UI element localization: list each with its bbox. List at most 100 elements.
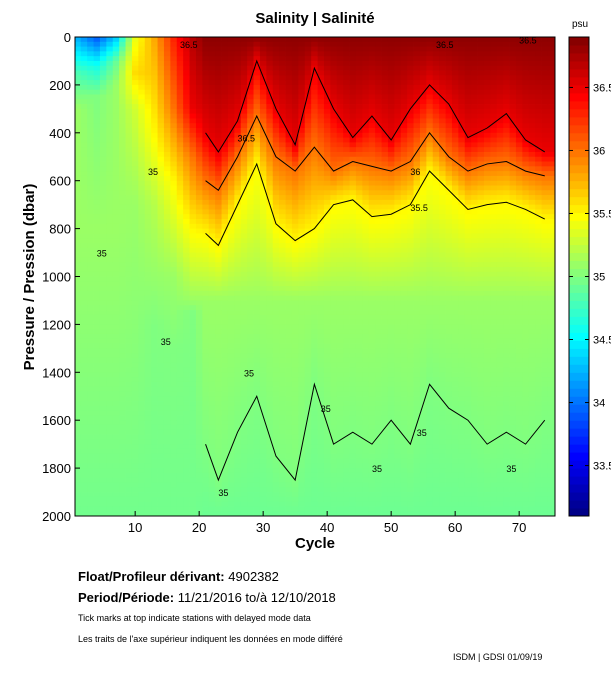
heatmap-cell bbox=[291, 252, 299, 258]
heatmap-cell bbox=[208, 75, 216, 81]
heatmap-cell bbox=[163, 367, 171, 373]
heatmap-cell bbox=[208, 199, 216, 206]
heatmap-cell bbox=[183, 223, 190, 229]
heatmap-cell bbox=[272, 276, 280, 282]
heatmap-cell bbox=[138, 247, 146, 253]
heatmap-cell bbox=[247, 271, 254, 277]
heatmap-cell bbox=[298, 377, 306, 383]
heatmap-cell bbox=[75, 75, 82, 81]
heatmap-cell bbox=[323, 424, 331, 431]
heatmap-cell bbox=[112, 439, 120, 445]
heatmap-cell bbox=[304, 506, 312, 512]
heatmap-cell bbox=[138, 420, 146, 426]
heatmap-cell bbox=[349, 357, 357, 364]
heatmap-cell bbox=[387, 386, 395, 392]
heatmap-cell bbox=[247, 199, 254, 206]
heatmap-cell bbox=[119, 257, 126, 263]
heatmap-cell bbox=[119, 142, 126, 148]
heatmap-cell bbox=[106, 94, 114, 100]
heatmap-cell bbox=[362, 41, 370, 47]
heatmap-cell bbox=[202, 463, 210, 469]
heatmap-cell bbox=[387, 242, 395, 249]
heatmap-cell bbox=[375, 219, 382, 225]
heatmap-cell bbox=[221, 472, 229, 479]
heatmap-cell bbox=[176, 472, 184, 479]
heatmap-cell bbox=[80, 46, 88, 52]
heatmap-cell bbox=[343, 333, 350, 340]
heatmap-cell bbox=[375, 391, 382, 397]
heatmap-cell bbox=[362, 367, 370, 373]
heatmap-cell bbox=[375, 209, 382, 215]
heatmap-cell bbox=[349, 266, 357, 273]
heatmap-cell bbox=[75, 496, 82, 503]
heatmap-cell bbox=[202, 137, 210, 143]
heatmap-cell bbox=[285, 147, 293, 153]
heatmap-cell bbox=[279, 195, 286, 201]
heatmap-cell bbox=[279, 51, 286, 57]
heatmap-cell bbox=[208, 108, 216, 115]
heatmap-cell bbox=[131, 60, 139, 67]
heatmap-cell bbox=[157, 338, 165, 344]
heatmap-cell bbox=[138, 477, 146, 483]
heatmap-cell bbox=[227, 99, 235, 105]
heatmap-cell bbox=[375, 305, 382, 311]
heatmap-cell bbox=[170, 506, 178, 512]
heatmap-cell bbox=[272, 367, 280, 373]
heatmap-cell bbox=[131, 151, 139, 158]
heatmap-cell bbox=[176, 84, 184, 91]
heatmap-cell bbox=[183, 75, 190, 81]
heatmap-cell bbox=[80, 482, 88, 488]
heatmap-cell bbox=[336, 262, 344, 268]
heatmap-cell bbox=[368, 314, 376, 321]
heatmap-cell bbox=[144, 458, 152, 464]
heatmap-cell bbox=[87, 185, 94, 191]
heatmap-cell bbox=[253, 463, 261, 469]
heatmap-cell bbox=[163, 84, 171, 91]
heatmap-cell bbox=[125, 142, 133, 148]
heatmap-cell bbox=[330, 252, 338, 258]
heatmap-cell bbox=[215, 147, 222, 153]
heatmap-cell bbox=[112, 271, 120, 277]
heatmap-cell bbox=[240, 300, 248, 306]
heatmap-cell bbox=[215, 175, 222, 182]
heatmap-cell bbox=[234, 151, 242, 158]
heatmap-cell bbox=[176, 434, 184, 440]
heatmap-cell bbox=[119, 171, 126, 177]
heatmap-cell bbox=[234, 386, 242, 392]
heatmap-cell bbox=[80, 458, 88, 464]
heatmap-cell bbox=[99, 56, 107, 62]
heatmap-cell bbox=[176, 410, 184, 416]
heatmap-cell bbox=[195, 80, 203, 86]
heatmap-cell bbox=[208, 286, 216, 292]
heatmap-cell bbox=[362, 171, 370, 177]
heatmap-cell bbox=[259, 113, 267, 119]
heatmap-cell bbox=[279, 319, 286, 325]
heatmap-cell bbox=[368, 343, 376, 349]
heatmap-cell bbox=[215, 199, 222, 206]
heatmap-cell bbox=[298, 185, 306, 191]
heatmap-cell bbox=[272, 472, 280, 479]
heatmap-cell bbox=[368, 472, 376, 479]
heatmap-cell bbox=[298, 295, 306, 301]
heatmap-cell bbox=[221, 271, 229, 277]
heatmap-cell bbox=[375, 377, 382, 383]
heatmap-cell bbox=[362, 65, 370, 71]
heatmap-cell bbox=[279, 137, 286, 143]
heatmap-cell bbox=[170, 60, 178, 67]
heatmap-cell bbox=[234, 228, 242, 234]
heatmap-cell bbox=[99, 381, 107, 388]
heatmap-cell bbox=[247, 175, 254, 182]
heatmap-cell bbox=[183, 439, 190, 445]
heatmap-cell bbox=[202, 80, 210, 86]
heatmap-cell bbox=[336, 367, 344, 373]
heatmap-cell bbox=[323, 41, 331, 47]
heatmap-cell bbox=[138, 362, 146, 368]
heatmap-cell bbox=[221, 195, 229, 201]
heatmap-cell bbox=[285, 357, 293, 364]
heatmap-cell bbox=[291, 290, 299, 297]
heatmap-cell bbox=[119, 468, 126, 474]
heatmap-cell bbox=[317, 429, 325, 435]
heatmap-cell bbox=[266, 405, 274, 412]
heatmap-cell bbox=[349, 305, 357, 311]
heatmap-cell bbox=[221, 185, 229, 191]
